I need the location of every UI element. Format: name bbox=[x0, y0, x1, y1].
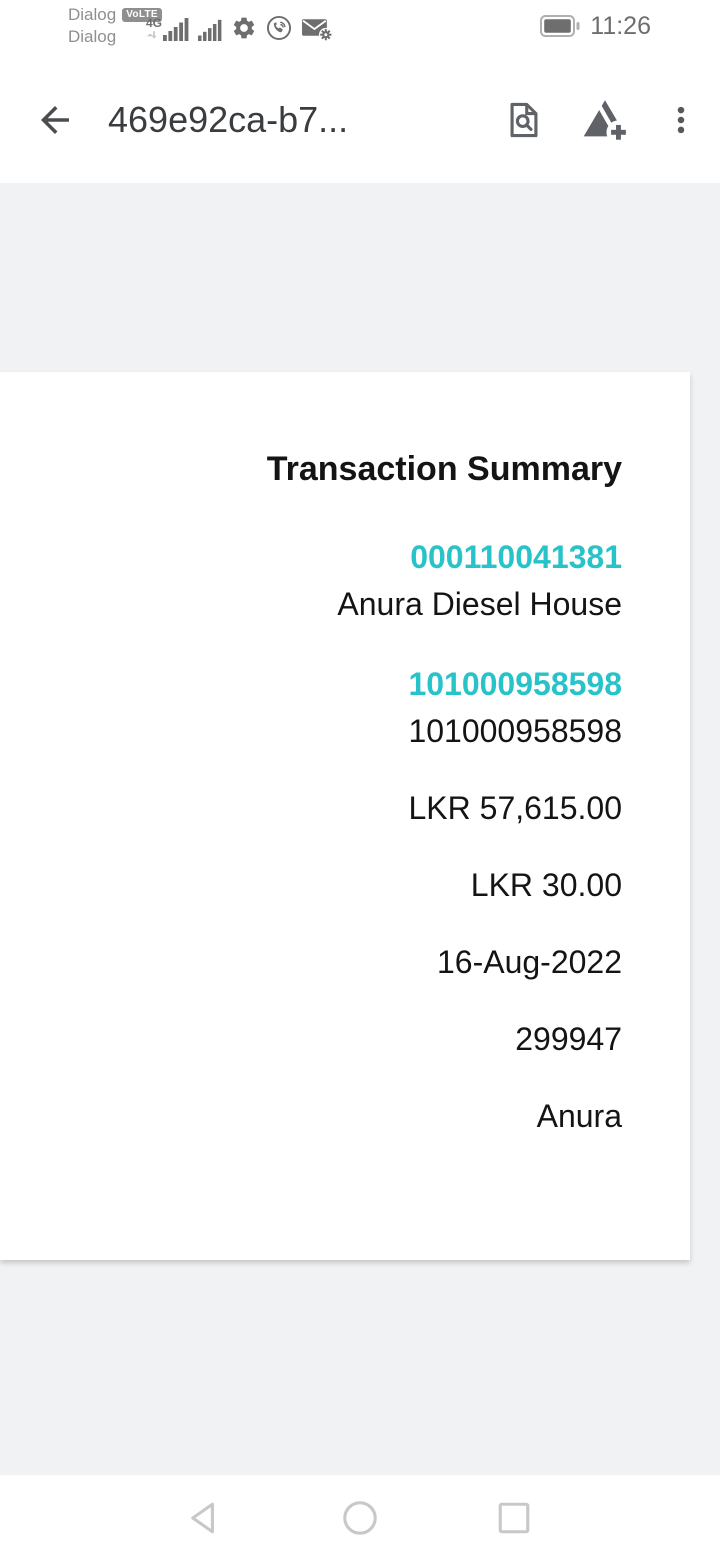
carrier-label-secondary: Dialog bbox=[68, 27, 117, 46]
value-account-number: 000110041381 bbox=[410, 539, 622, 575]
pdf-page: Transaction Summary 000110041381 Anura D… bbox=[0, 372, 690, 1260]
status-icons: 4G bbox=[146, 11, 333, 41]
value-reference-number: 101000958598 bbox=[408, 666, 622, 702]
nav-back-button[interactable] bbox=[184, 1496, 228, 1540]
android-nav-bar bbox=[0, 1475, 720, 1560]
clock: 11:26 bbox=[590, 11, 651, 40]
value-transaction-id: 299947 bbox=[515, 1021, 622, 1057]
nav-back-icon bbox=[191, 1502, 214, 1533]
status-bar: Dialog VoLTE Dialog 4G bbox=[0, 0, 720, 56]
three-dots-icon bbox=[677, 106, 685, 133]
drive-add-icon bbox=[583, 97, 630, 143]
volte-badge: VoLTE bbox=[122, 8, 162, 22]
carrier-labels: Dialog VoLTE Dialog bbox=[68, 4, 162, 48]
network-type-label: 4G bbox=[146, 16, 163, 30]
carrier-label-primary: Dialog bbox=[68, 5, 117, 24]
app-toolbar: 469e92ca-b7... bbox=[0, 56, 720, 183]
signal-bars-icon-sim2 bbox=[198, 19, 222, 41]
battery-icon bbox=[540, 15, 580, 37]
nav-recents-button[interactable] bbox=[492, 1496, 536, 1540]
nav-home-icon bbox=[343, 1500, 377, 1535]
viber-phone-icon bbox=[266, 15, 292, 41]
value-reference-number-2: 101000958598 bbox=[408, 713, 622, 749]
nav-recents-icon bbox=[498, 1502, 530, 1533]
value-sender-name: Anura bbox=[536, 1098, 622, 1134]
nav-home-button[interactable] bbox=[338, 1496, 382, 1540]
sim1-network-cluster: 4G bbox=[146, 16, 189, 41]
mail-gear-icon bbox=[302, 19, 333, 41]
settings-gear-icon bbox=[233, 17, 255, 39]
data-activity-icon bbox=[146, 31, 157, 39]
back-button[interactable] bbox=[34, 99, 76, 141]
value-fee: LKR 30.00 bbox=[470, 867, 622, 903]
signal-bars-icon-sim1 bbox=[163, 18, 189, 41]
toolbar-actions bbox=[502, 97, 698, 143]
status-right-cluster: 11:26 bbox=[540, 11, 651, 41]
find-in-page-icon bbox=[510, 102, 538, 137]
document-title: 469e92ca-b7... bbox=[108, 98, 349, 140]
value-account-name: Anura Diesel House bbox=[337, 586, 622, 622]
value-amount: LKR 57,615.00 bbox=[408, 790, 623, 826]
pdf-viewport[interactable]: Transaction Summary 000110041381 Anura D… bbox=[0, 183, 720, 1475]
back-arrow-icon bbox=[41, 105, 69, 134]
value-date: 16-Aug-2022 bbox=[436, 944, 622, 980]
add-to-drive-button[interactable] bbox=[580, 97, 630, 143]
overflow-menu-button[interactable] bbox=[664, 100, 698, 140]
document-heading: Transaction Summary bbox=[266, 450, 622, 488]
search-in-document-button[interactable] bbox=[502, 97, 546, 143]
